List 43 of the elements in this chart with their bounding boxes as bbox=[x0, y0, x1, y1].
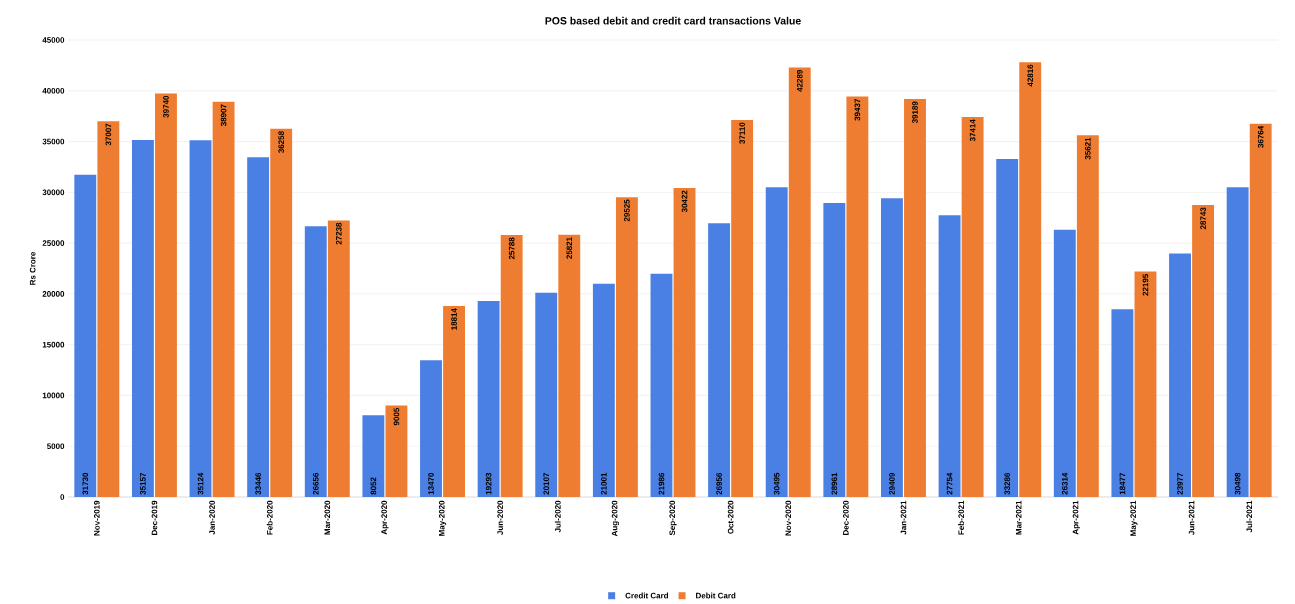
bar bbox=[708, 223, 731, 498]
bar bbox=[1076, 135, 1099, 498]
bar bbox=[1249, 123, 1272, 498]
bar bbox=[443, 306, 465, 498]
bar bbox=[558, 234, 581, 498]
bar bbox=[765, 187, 788, 498]
bar bbox=[1192, 205, 1215, 498]
bar bbox=[904, 99, 926, 498]
bar bbox=[615, 197, 638, 498]
bar bbox=[996, 159, 1019, 498]
bar bbox=[477, 301, 500, 498]
bar bbox=[731, 120, 754, 498]
bar bbox=[846, 96, 869, 498]
bar bbox=[155, 93, 177, 498]
bar bbox=[327, 220, 350, 498]
bar bbox=[500, 235, 523, 498]
bar bbox=[1053, 229, 1076, 498]
chart-title: POS based debit and credit card transactions Value bbox=[545, 16, 801, 25]
bar bbox=[961, 117, 984, 498]
bar bbox=[823, 202, 846, 498]
bar bbox=[1226, 187, 1249, 498]
bar bbox=[650, 273, 673, 498]
bar bbox=[673, 188, 696, 498]
bar bbox=[362, 415, 385, 498]
bar bbox=[131, 140, 154, 498]
bar bbox=[270, 128, 293, 498]
bar bbox=[880, 198, 903, 498]
bar bbox=[212, 101, 235, 498]
bar bbox=[385, 405, 408, 498]
bar bbox=[97, 121, 120, 498]
bar bbox=[1111, 309, 1134, 498]
bar bbox=[592, 283, 615, 498]
bar bbox=[1019, 62, 1042, 498]
bar bbox=[247, 157, 270, 498]
bar bbox=[535, 292, 558, 498]
bar bbox=[189, 140, 212, 498]
bar bbox=[1169, 253, 1191, 498]
bar bbox=[74, 174, 97, 498]
bar bbox=[420, 360, 442, 498]
bar bbox=[1134, 271, 1157, 498]
bar bbox=[304, 226, 327, 498]
bar bbox=[788, 67, 811, 498]
bar bbox=[938, 215, 961, 498]
